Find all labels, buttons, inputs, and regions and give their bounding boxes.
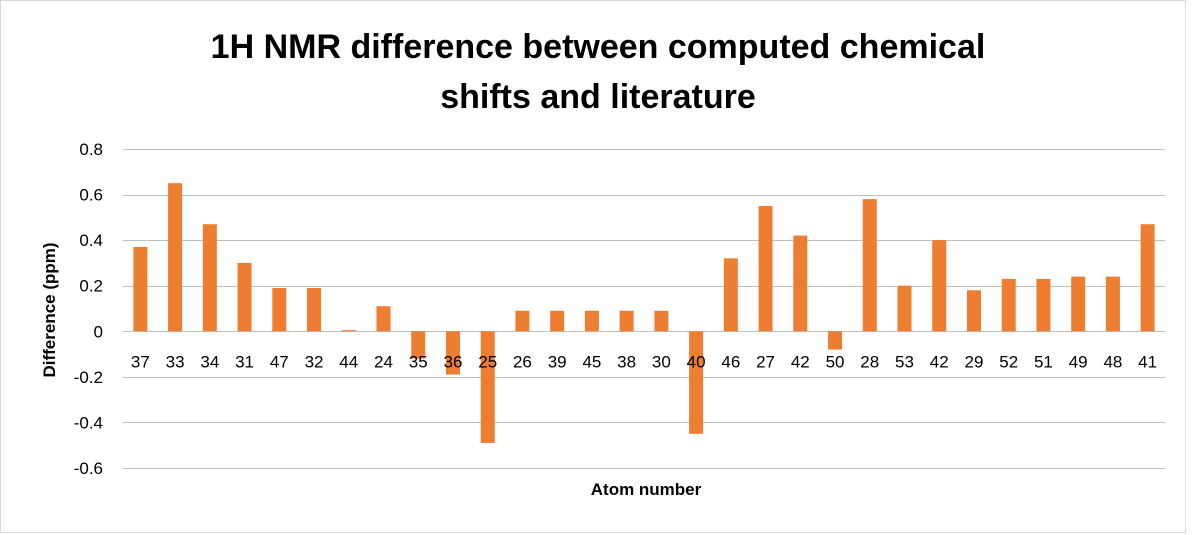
x-category-label: 26 (513, 352, 532, 371)
bar (862, 199, 877, 332)
x-axis-title: Atom number (591, 480, 702, 499)
x-category-label: 48 (1103, 352, 1122, 371)
x-category-label: 24 (374, 352, 393, 371)
bar (584, 310, 599, 332)
x-category-label: 42 (791, 352, 810, 371)
x-category-label: 33 (166, 352, 185, 371)
x-category-label: 42 (930, 352, 949, 371)
x-category-label: 51 (1034, 352, 1053, 371)
bar (202, 224, 217, 332)
x-category-label: 38 (617, 352, 636, 371)
bar (758, 205, 773, 332)
x-category-label: 35 (409, 352, 428, 371)
x-category-label: 30 (652, 352, 671, 371)
x-category-label: 25 (478, 352, 497, 371)
x-category-label: 41 (1138, 352, 1157, 371)
bar (619, 310, 634, 332)
x-category-label: 32 (305, 352, 324, 371)
y-tick-label: 0 (94, 322, 103, 341)
bar (828, 331, 843, 350)
chart-title-line-1: 1H NMR difference between computed chemi… (211, 28, 986, 66)
bar (237, 262, 252, 332)
bar (133, 246, 148, 332)
bar (689, 331, 704, 434)
bar (1105, 276, 1120, 332)
y-tick-label: -0.6 (74, 459, 103, 478)
y-tick-label: 0.2 (79, 277, 103, 296)
bar (307, 287, 322, 332)
bar (932, 240, 947, 332)
bar (411, 331, 426, 359)
bar (1036, 278, 1051, 332)
x-category-label: 47 (270, 352, 289, 371)
y-tick-label: 0.6 (79, 186, 103, 205)
bar (793, 235, 808, 332)
y-tick-label: -0.2 (74, 368, 103, 387)
x-axis-category-labels: 37 33 34 31 47 32 44 24 35 36 25 26 39 45 38 30 40 46 27 42… (131, 352, 1157, 371)
bar (515, 310, 530, 332)
bar (550, 310, 565, 332)
bar (272, 287, 287, 332)
y-axis-title: Difference (ppm) (40, 242, 59, 377)
y-tick-label: 0.4 (79, 231, 103, 250)
x-category-label: 40 (687, 352, 706, 371)
x-category-label: 34 (200, 352, 219, 371)
x-category-label: 37 (131, 352, 150, 371)
x-category-label: 29 (965, 352, 984, 371)
chart-title-line-2: shifts and literature (440, 78, 756, 116)
x-category-label: 36 (444, 352, 463, 371)
x-category-label: 44 (339, 352, 358, 371)
x-category-label: 53 (895, 352, 914, 371)
bar (1001, 278, 1016, 332)
bar (723, 258, 738, 332)
x-category-label: 46 (721, 352, 740, 371)
bar (654, 310, 669, 332)
bar (897, 285, 912, 332)
chart-title: 1H NMR difference between computed chemi… (211, 28, 986, 116)
y-tick-label: -0.4 (74, 413, 103, 432)
x-category-label: 49 (1069, 352, 1088, 371)
bar (341, 330, 356, 332)
x-category-label: 45 (582, 352, 601, 371)
x-category-label: 31 (235, 352, 254, 371)
bar (445, 331, 460, 375)
bar (966, 290, 981, 332)
bar-series (133, 183, 1155, 443)
x-category-label: 28 (860, 352, 879, 371)
y-axis-tick-labels: 0.8 0.6 0.4 0.2 0 -0.2 -0.4 -0.6 (74, 140, 103, 478)
bar (1140, 224, 1155, 332)
x-category-label: 27 (756, 352, 775, 371)
bar (1071, 276, 1086, 332)
x-category-label: 39 (548, 352, 567, 371)
bar (480, 331, 495, 443)
y-tick-label: 0.8 (79, 140, 103, 159)
x-category-label: 52 (999, 352, 1018, 371)
bar (168, 183, 183, 332)
gridlines (123, 149, 1165, 469)
x-category-label: 50 (826, 352, 845, 371)
bar (376, 306, 391, 332)
